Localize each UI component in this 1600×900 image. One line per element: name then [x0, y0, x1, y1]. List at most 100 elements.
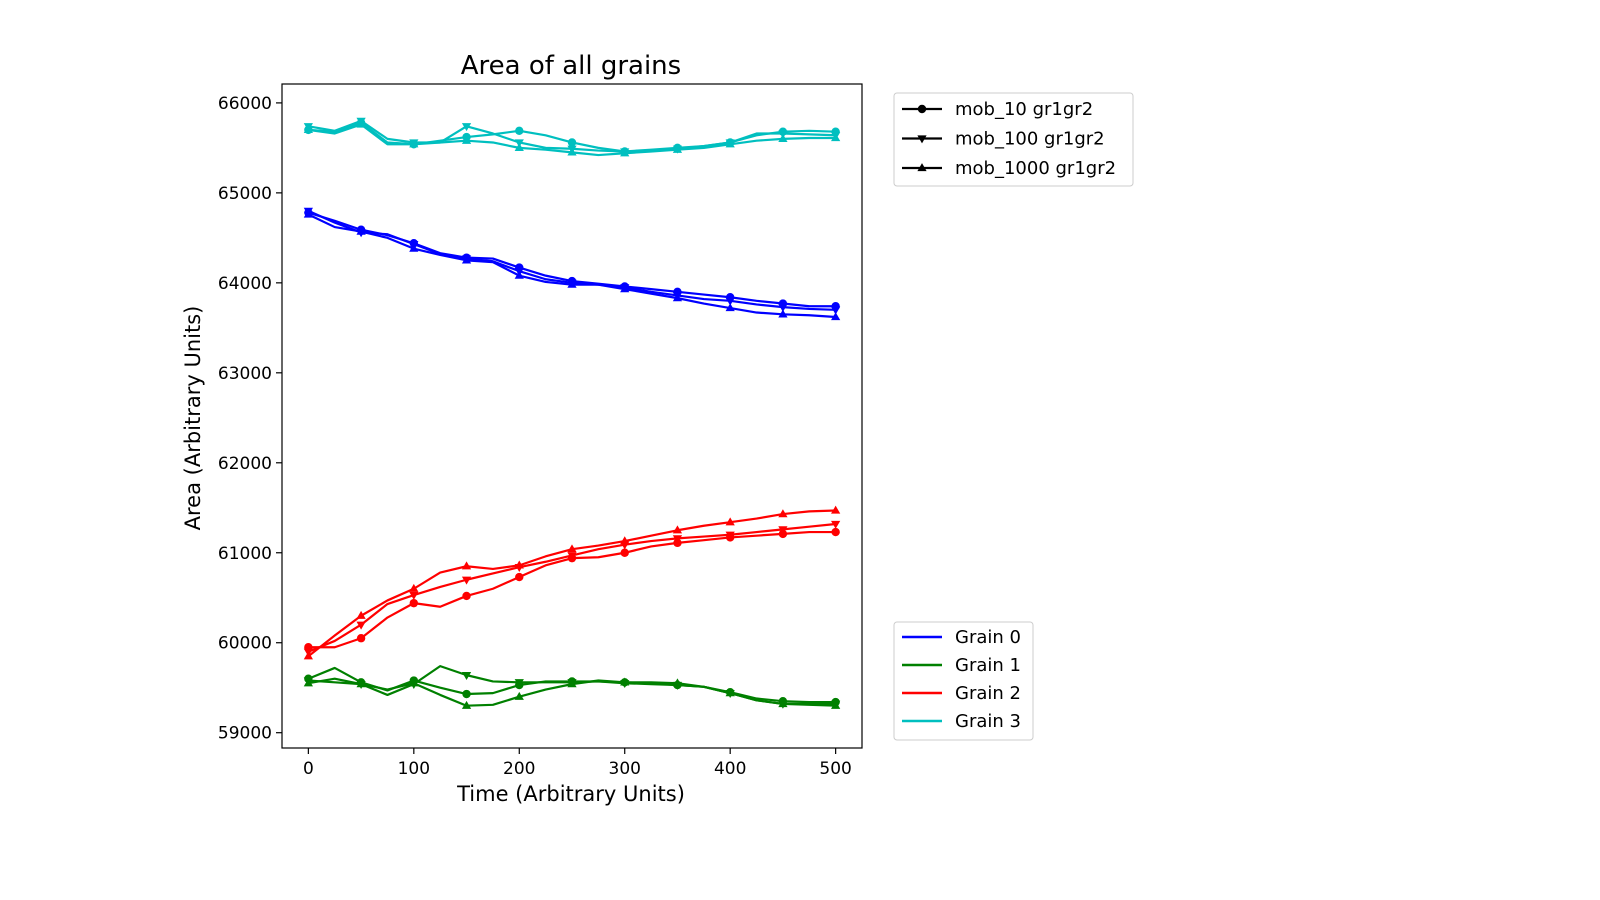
data-point	[409, 598, 419, 608]
data-point	[831, 306, 841, 315]
chart-title: Area of all grains	[461, 51, 681, 81]
data-point	[515, 126, 524, 135]
data-point	[461, 561, 472, 570]
data-point	[514, 270, 524, 279]
y-tick-label: 64000	[218, 274, 272, 294]
y-axis: 59000 60000 61000 62000 63000 64000 65000 66000	[218, 94, 282, 744]
data-point	[672, 144, 683, 153]
data-point	[461, 123, 472, 132]
data-point	[672, 535, 683, 544]
data-point	[409, 678, 419, 687]
data-point	[567, 279, 577, 288]
series-line	[307, 209, 836, 311]
series-layer	[303, 117, 841, 709]
y-tick-label: 61000	[218, 544, 272, 564]
legend-label: Grain 1	[955, 655, 1021, 676]
data-point	[409, 591, 419, 600]
legend-label: mob_100 gr1gr2	[955, 129, 1105, 150]
series-line	[308, 211, 836, 308]
data-point	[778, 309, 788, 318]
data-point	[303, 678, 313, 687]
data-point	[303, 209, 313, 218]
data-point	[461, 576, 472, 585]
data-point	[620, 677, 630, 686]
data-point	[514, 560, 524, 569]
data-point	[514, 679, 524, 688]
data-point	[515, 572, 524, 582]
data-point	[567, 552, 577, 561]
series-grain-1-run-3	[303, 677, 841, 709]
data-point	[831, 527, 840, 537]
y-tick-label: 59000	[218, 724, 272, 744]
y-tick-label: 63000	[218, 364, 272, 384]
data-point	[725, 517, 735, 526]
legend-marker	[917, 135, 927, 144]
series-grain-2-run-2	[303, 520, 841, 657]
legend-label: mob_10 gr1gr2	[955, 99, 1093, 120]
y-tick-label: 66000	[218, 94, 272, 114]
data-point	[409, 243, 419, 252]
data-point	[620, 536, 630, 545]
data-point	[778, 526, 788, 535]
data-point	[778, 509, 788, 518]
data-point	[461, 135, 472, 144]
data-point	[620, 548, 629, 557]
legend-label: mob_1000 gr1gr2	[955, 158, 1116, 179]
legend-label: Grain 3	[955, 711, 1021, 732]
data-point	[778, 303, 788, 312]
data-point	[831, 312, 841, 321]
y-tick-label: 62000	[218, 454, 272, 474]
legend-runs: mob_10 gr1gr2 mob_100 gr1gr2 mob_1000 gr1g…	[893, 92, 1134, 187]
x-tick-label: 0	[303, 759, 314, 779]
data-point	[831, 505, 841, 514]
data-point	[831, 520, 841, 529]
series-line	[307, 522, 836, 653]
data-point	[409, 583, 419, 592]
x-tick-label: 500	[819, 759, 851, 779]
data-point	[725, 688, 735, 697]
data-point	[672, 678, 683, 687]
data-point	[725, 297, 735, 306]
data-point	[356, 226, 366, 235]
y-tick-label: 65000	[218, 184, 272, 204]
data-point	[356, 119, 366, 128]
data-point	[462, 591, 471, 601]
series-grain-1-run-2	[303, 665, 841, 709]
data-point	[514, 143, 524, 152]
data-point	[514, 691, 524, 700]
plot-frame	[281, 83, 863, 749]
series-grain-3-run-3	[303, 119, 841, 157]
data-point	[461, 671, 472, 680]
data-point	[567, 147, 577, 156]
legend-label: Grain 2	[955, 683, 1021, 704]
series-grain-0-run-3	[303, 209, 841, 321]
legend-entry-grain: Grain 0	[902, 627, 1021, 648]
series-grain-0-run-2	[303, 207, 841, 315]
data-point	[409, 139, 419, 148]
data-point	[725, 531, 735, 540]
legend-entry-run: mob_1000 gr1gr2	[902, 158, 1116, 179]
x-axis-label: Time (Arbitrary Units)	[456, 782, 685, 806]
data-point	[672, 293, 683, 302]
legend-entry-grain: Grain 2	[902, 683, 1021, 704]
data-point	[620, 284, 630, 293]
data-point	[831, 133, 841, 142]
x-tick-label: 400	[714, 759, 746, 779]
y-axis-label: Area (Arbitrary Units)	[181, 306, 205, 531]
legend-entry-grain: Grain 1	[902, 655, 1021, 676]
legend-runs-frame	[893, 92, 1134, 187]
x-tick-label: 300	[609, 759, 641, 779]
data-point	[778, 134, 788, 143]
data-point	[303, 125, 313, 134]
data-point	[356, 634, 366, 643]
data-point	[567, 679, 577, 688]
legend-entry-grain: Grain 3	[902, 711, 1021, 732]
legend-grains: Grain 0 Grain 1 Grain 2 Grain 3	[893, 621, 1034, 741]
series-grain-2-run-3	[303, 505, 841, 660]
y-tick-label: 60000	[218, 634, 272, 654]
series-grain-0-run-1	[304, 208, 840, 311]
data-point	[462, 689, 471, 699]
x-tick-label: 100	[398, 759, 430, 779]
data-point	[567, 138, 577, 147]
